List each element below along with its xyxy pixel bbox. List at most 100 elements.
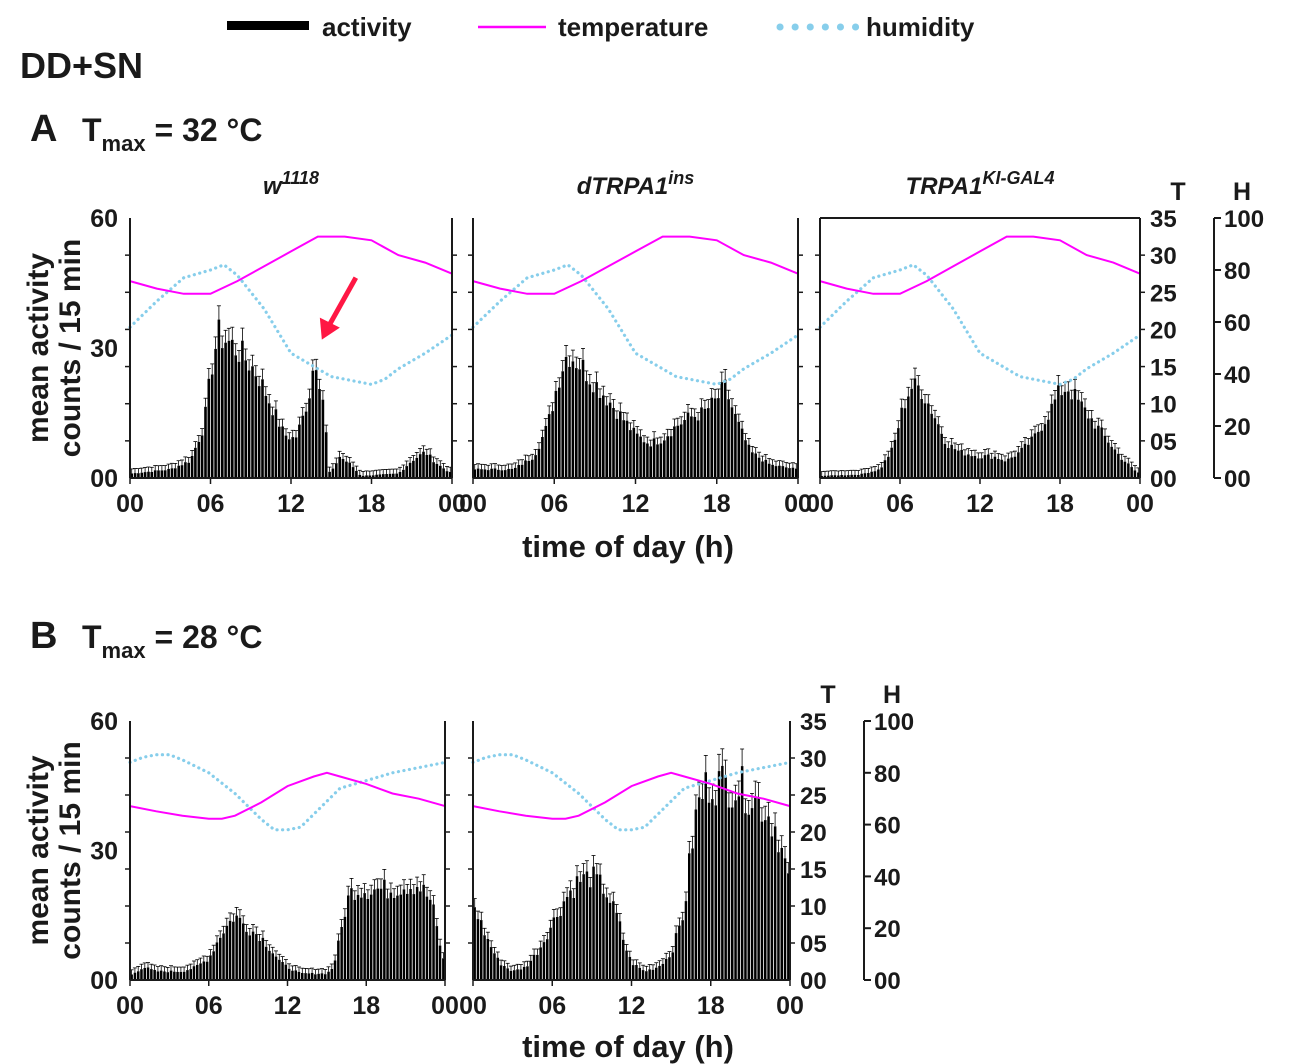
activity-bar	[373, 889, 376, 980]
h-axis-label: H	[1233, 178, 1251, 206]
activity-bar	[569, 890, 572, 980]
legend-temperature-label: temperature	[558, 12, 708, 42]
activity-bar	[767, 463, 771, 478]
x-tick-label: 06	[195, 992, 223, 1020]
x-tick-label: 06	[540, 490, 568, 518]
activity-bar	[510, 468, 514, 478]
y-tick-label: 30	[90, 335, 118, 363]
activity-bar	[209, 955, 212, 980]
activity-bar	[791, 467, 795, 478]
activity-bar	[1093, 428, 1097, 478]
activity-bar	[445, 471, 449, 478]
activity-bar	[294, 437, 298, 478]
activity-bar	[740, 428, 744, 478]
activity-bar	[228, 920, 232, 980]
activity-bar	[347, 895, 350, 980]
activity-bar	[199, 963, 202, 980]
t-axis-label: T	[1170, 178, 1185, 206]
activity-bar	[704, 772, 707, 980]
activity-bar	[268, 950, 271, 980]
activity-bar	[1103, 435, 1107, 478]
activity-bar	[156, 971, 160, 980]
activity-bar	[781, 466, 785, 478]
activity-bar	[159, 970, 163, 980]
activity-bar	[703, 408, 707, 478]
x-tick-label: 00	[459, 490, 487, 518]
activity-bar	[764, 459, 768, 478]
h-tick-label: 20	[874, 916, 901, 943]
activity-bar	[167, 468, 170, 478]
activity-bar	[780, 848, 783, 980]
h-tick-label: 60	[874, 813, 901, 840]
humidity-series	[128, 753, 447, 832]
activity-bar	[147, 471, 150, 478]
activity-bar	[595, 382, 598, 478]
activity-bar	[311, 370, 315, 478]
temperature-series	[819, 235, 1141, 295]
activity-bar	[274, 409, 278, 478]
activity-bar	[674, 933, 678, 980]
activity-bar	[143, 472, 147, 478]
activity-bar	[641, 970, 645, 980]
activity-bar	[255, 934, 258, 980]
panel-5: 00 06 12 18 00	[459, 721, 804, 1020]
activity-bar	[953, 449, 957, 478]
x-tick-label: 00	[776, 992, 804, 1020]
activity-bar	[321, 399, 325, 478]
activity-bar	[507, 468, 510, 478]
activity-bar	[622, 939, 625, 980]
activity-bar	[415, 457, 419, 478]
activity-bar	[146, 967, 150, 980]
condition-title: DD+SN	[20, 45, 143, 86]
activity-bar	[271, 953, 274, 980]
activity-bar	[274, 956, 278, 980]
temperature-series	[129, 235, 453, 295]
activity-bar	[422, 451, 425, 478]
activity-bar	[559, 915, 562, 980]
activity-bar	[476, 468, 480, 478]
activity-bar	[575, 876, 579, 980]
activity-bar	[830, 475, 833, 478]
t-tick-label: 25	[1150, 280, 1177, 307]
activity-bar	[506, 968, 509, 980]
activity-bar	[251, 931, 255, 980]
activity-bar	[287, 968, 291, 980]
activity-bar	[532, 954, 536, 980]
activity-bar	[388, 473, 392, 478]
activity-bar	[281, 426, 284, 478]
x-tick-label: 12	[277, 490, 305, 518]
activity-bar	[137, 971, 140, 980]
x-tick-label: 18	[1046, 490, 1074, 518]
activity-bar	[529, 960, 532, 980]
activity-bar	[843, 475, 847, 478]
activity-bar	[514, 467, 517, 478]
activity-bar	[1070, 399, 1073, 478]
activity-bar	[700, 407, 703, 478]
activity-bar	[527, 461, 531, 478]
activity-bar	[242, 923, 245, 980]
activity-bar	[568, 366, 571, 478]
activity-bar	[669, 436, 673, 478]
activity-bar	[707, 802, 711, 980]
activity-bar	[1123, 461, 1127, 478]
activity-bar	[435, 463, 439, 478]
activity-bar	[186, 970, 189, 980]
activity-bar	[973, 455, 977, 478]
x-tick-label: 00	[1126, 490, 1154, 518]
activity-bar	[304, 973, 307, 980]
activity-bar	[690, 416, 693, 478]
legend: activity temperature humidity	[227, 12, 975, 42]
activity-bar	[291, 970, 294, 980]
activity-bar	[771, 464, 774, 478]
activity-bar	[917, 385, 920, 478]
activity-bar	[1080, 401, 1083, 478]
activity-bar	[483, 469, 487, 478]
activity-bar	[382, 474, 385, 478]
activity-bar	[666, 436, 669, 478]
activity-bar	[619, 411, 622, 478]
activity-bar	[360, 897, 363, 980]
activity-bar	[823, 475, 827, 478]
activity-bar	[133, 972, 137, 980]
activity-bar	[589, 887, 592, 980]
activity-bar	[740, 766, 744, 980]
